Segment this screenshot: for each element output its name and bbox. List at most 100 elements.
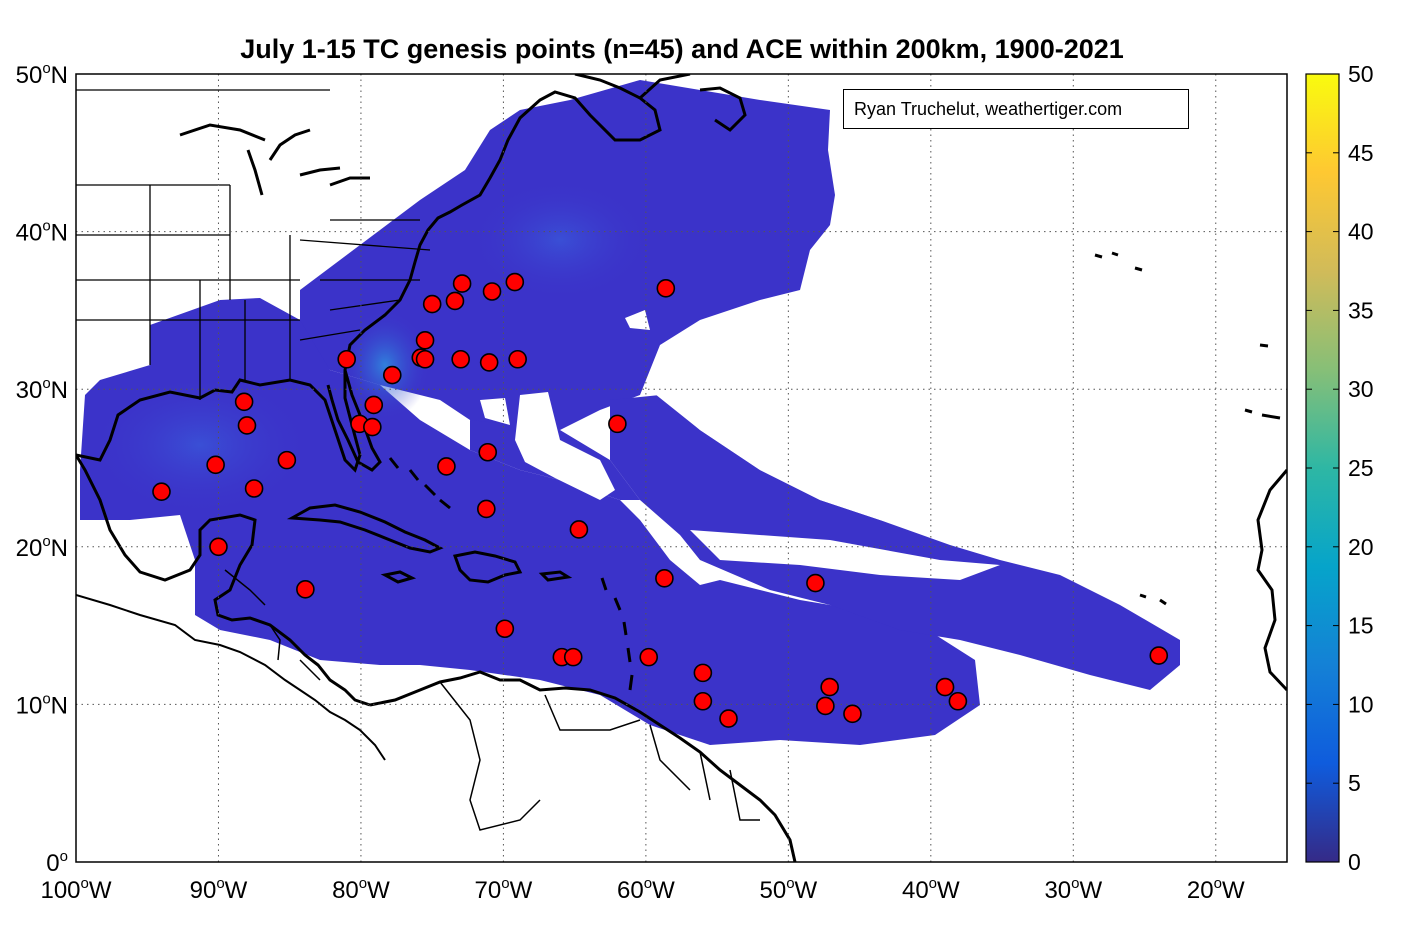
- colorbar-tick-label: 40: [1348, 219, 1374, 245]
- genesis-point: [693, 663, 713, 683]
- ace-hotspot-3: [470, 180, 650, 300]
- country-borders: [224, 569, 760, 831]
- genesis-point: [508, 349, 527, 369]
- genesis-point: [656, 279, 676, 298]
- genesis-point: [477, 499, 496, 519]
- genesis-point: [1149, 646, 1169, 665]
- colorbar-tick-label: 0: [1348, 849, 1361, 875]
- genesis-point: [152, 482, 171, 501]
- genesis-point: [693, 691, 713, 711]
- coastline-bahamas: [388, 457, 451, 510]
- ace-region-gulf: [80, 298, 980, 745]
- genesis-point: [608, 414, 627, 434]
- genesis-point: [234, 392, 254, 412]
- ace-gap-1: [515, 392, 615, 500]
- genesis-point: [415, 331, 435, 350]
- y-tick-label: 40oN: [16, 218, 68, 247]
- chart-title: July 1-15 TC genesis points (n=45) and A…: [240, 34, 1124, 64]
- genesis-point: [209, 537, 228, 557]
- genesis-point: [206, 455, 225, 475]
- genesis-point: [451, 349, 470, 369]
- credit-text: Ryan Truchelut, weathertiger.com: [854, 99, 1123, 119]
- coastline-cuba: [286, 503, 444, 554]
- genesis-point: [479, 353, 499, 372]
- ace-density-field: [80, 80, 1287, 745]
- x-tick-label: 50oW: [760, 875, 818, 904]
- coastline-africa: [1256, 469, 1287, 692]
- genesis-point: [244, 479, 264, 498]
- colorbar-tick-label: 5: [1348, 770, 1361, 796]
- genesis-point: [363, 417, 382, 437]
- genesis-point: [452, 274, 472, 293]
- coastline-florida: [326, 369, 382, 472]
- credit-box: Ryan Truchelut, weathertiger.com: [843, 89, 1189, 129]
- genesis-point: [422, 294, 442, 314]
- genesis-point: [296, 580, 315, 599]
- coastline-canada: [638, 74, 747, 132]
- ace-hotspot: [340, 310, 430, 420]
- colorbar-tick-label: 35: [1348, 297, 1374, 323]
- grid-lines: [76, 74, 1287, 862]
- x-tick-label: 100oW: [40, 875, 111, 904]
- colorbar-ticks: 0 5 10 15 20 25 30 35 40 45 50: [1306, 61, 1374, 875]
- colorbar-tick-label: 25: [1348, 455, 1374, 481]
- colorbar-tick-label: 30: [1348, 376, 1374, 402]
- ace-gap-5: [690, 530, 1000, 580]
- colorbar-tick-label: 10: [1348, 691, 1374, 717]
- y-tick-label: 30oN: [16, 375, 68, 404]
- coastline-south-america: [369, 670, 797, 862]
- coastline-atlantic-islands: [1094, 251, 1281, 606]
- genesis-point: [563, 647, 583, 667]
- x-axis-ticks: 100oW 90oW 80oW 70oW 60oW 50oW 40oW 30oW 20oW: [40, 875, 1244, 904]
- coastline-lesser-antilles: [600, 577, 634, 691]
- genesis-point: [806, 573, 825, 593]
- x-tick-label: 90oW: [190, 875, 248, 904]
- x-tick-label: 80oW: [332, 875, 390, 904]
- state-borders: [76, 89, 431, 400]
- y-tick-label: 50oN: [16, 60, 68, 89]
- genesis-point: [445, 291, 465, 311]
- x-tick-label: 70oW: [475, 875, 533, 904]
- plot-frame: [75, 73, 1288, 863]
- genesis-point: [482, 282, 502, 301]
- genesis-point: [719, 709, 738, 728]
- x-tick-label: 60oW: [617, 875, 675, 904]
- genesis-point: [569, 520, 589, 539]
- genesis-point: [820, 677, 839, 697]
- coastline-jamaica: [380, 570, 417, 584]
- genesis-point: [505, 272, 525, 292]
- colorbar-tick-label: 15: [1348, 613, 1374, 639]
- genesis-point: [843, 704, 862, 724]
- coastline-gulf-east-us: [76, 74, 662, 473]
- coastline-puerto-rico: [538, 570, 573, 582]
- genesis-point: [948, 691, 968, 711]
- genesis-point: [237, 416, 257, 435]
- y-axis-ticks: 50oN 40oN 30oN 20oN 10oN 0o: [16, 60, 68, 877]
- genesis-point: [655, 569, 674, 588]
- genesis-point: [816, 696, 835, 716]
- genesis-point: [478, 442, 498, 462]
- genesis-point: [495, 619, 515, 639]
- colorbar-tick-label: 50: [1348, 61, 1374, 87]
- genesis-point: [935, 677, 955, 697]
- coastline-mexico: [76, 454, 371, 707]
- genesis-point: [364, 395, 384, 415]
- ace-gap-4: [650, 340, 1287, 600]
- genesis-points: [152, 272, 1169, 728]
- genesis-point: [437, 457, 456, 476]
- ace-region-eastern-arm: [610, 395, 1180, 690]
- genesis-point: [337, 349, 356, 369]
- genesis-point: [277, 450, 297, 470]
- genesis-point: [639, 647, 659, 667]
- coastlines: [76, 74, 1287, 862]
- coastline-pacific: [76, 594, 386, 761]
- genesis-point: [415, 349, 435, 369]
- genesis-point: [382, 365, 402, 385]
- ace-gap-2: [480, 398, 510, 425]
- colorbar-tick-label: 20: [1348, 534, 1374, 560]
- y-tick-label: 20oN: [16, 533, 68, 562]
- coastline-great-lakes: [179, 123, 370, 196]
- ace-gap-3: [625, 310, 650, 330]
- x-tick-label: 20oW: [1187, 875, 1245, 904]
